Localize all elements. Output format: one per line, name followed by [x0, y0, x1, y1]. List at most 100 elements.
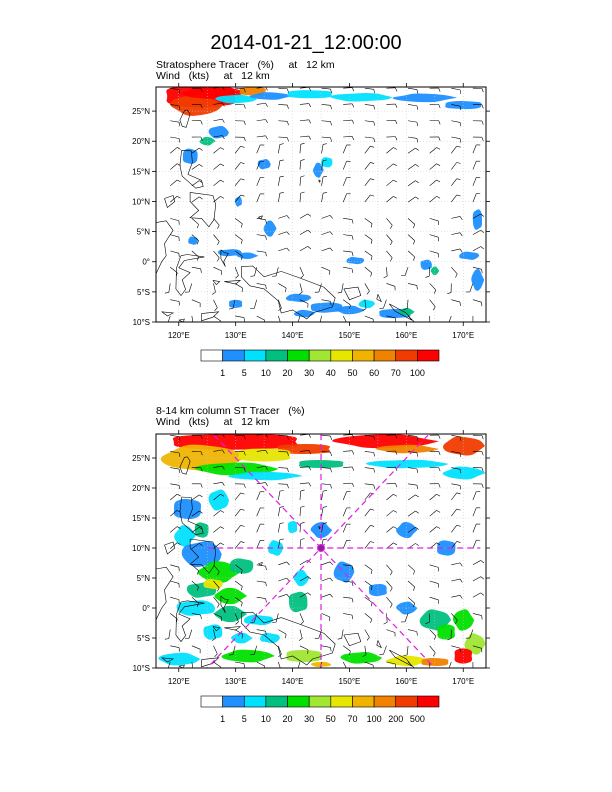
- wind-barb: [364, 194, 371, 203]
- wind-barb-feather: [459, 106, 462, 111]
- wind-barb-feather: [349, 304, 351, 309]
- wind-barb: [191, 543, 200, 549]
- wind-barb: [191, 494, 200, 501]
- wind-barb: [299, 450, 309, 452]
- wind-barb-feather: [480, 213, 485, 217]
- panel1-label-tracer: Stratosphere Tracer (%) at 12 km: [156, 59, 335, 71]
- colorbar-label: 50: [347, 368, 357, 378]
- wind-barb: [278, 539, 281, 549]
- wind-barb: [408, 104, 417, 107]
- colorbar-label: 20: [283, 714, 293, 724]
- tracer-contour: [312, 162, 324, 178]
- wind-barb: [343, 564, 353, 567]
- tracer-contour: [298, 459, 344, 469]
- wind-barb-feather: [300, 159, 305, 161]
- wind-barb-feather: [200, 435, 203, 440]
- tracer-contour: [310, 521, 333, 539]
- wind-barb: [299, 160, 302, 170]
- wind-barb-feather: [196, 256, 199, 261]
- colorbar-swatch: [308, 349, 332, 362]
- wind-barb-feather: [370, 194, 375, 197]
- wind-barb: [170, 613, 178, 620]
- wind-barb: [386, 661, 396, 665]
- wind-barb-feather: [436, 510, 441, 513]
- wind-barb: [278, 104, 288, 106]
- wind-barb: [469, 629, 474, 639]
- wind-barb: [342, 523, 347, 533]
- wind-barb-feather: [200, 467, 203, 472]
- wind-barb-feather: [481, 483, 484, 488]
- wind-barb: [343, 434, 353, 436]
- wind-barb-feather: [222, 465, 225, 470]
- colorbar-label: 200: [388, 714, 403, 724]
- wind-barb-feather: [415, 196, 419, 200]
- wind-barb: [342, 491, 347, 501]
- wind-barb-feather: [211, 638, 216, 641]
- wind-barb: [213, 147, 221, 154]
- wind-barb-feather: [200, 268, 202, 273]
- wind-barb: [342, 193, 347, 203]
- wind-barb: [213, 315, 222, 322]
- wind-barb: [321, 160, 324, 170]
- coastline: [212, 280, 221, 286]
- wind-barb: [321, 523, 324, 533]
- tracer-contour: [173, 498, 202, 520]
- tracer-contour: [452, 609, 475, 631]
- tracer-contour: [464, 633, 486, 655]
- wind-barb: [299, 193, 302, 203]
- wind-barb-feather: [403, 308, 408, 311]
- wind-barb: [408, 120, 417, 123]
- colorbar: 1 5 10 20 30 40 50 60 70 100: [200, 349, 440, 378]
- wind-barb-feather: [432, 306, 436, 311]
- wind-barb: [256, 482, 266, 485]
- coastline: [241, 265, 336, 320]
- wind-barb-feather: [373, 436, 376, 441]
- wind-barb-feather: [456, 508, 461, 511]
- tracer-contour: [330, 92, 393, 102]
- wind-barb-feather: [308, 135, 312, 140]
- wind-barb-feather: [351, 235, 354, 240]
- wind-barb: [451, 136, 461, 139]
- wind-barb-feather: [393, 179, 398, 183]
- wind-barb: [170, 87, 180, 90]
- wind-barb-feather: [222, 135, 225, 140]
- wind-barb: [318, 283, 322, 293]
- wind-barb-feather: [438, 451, 441, 456]
- wind-barb: [234, 541, 241, 549]
- wind-barb-feather: [308, 103, 312, 108]
- tracer-contour: [437, 624, 455, 640]
- wind-barb: [191, 218, 199, 225]
- wind-barb-feather: [438, 104, 441, 109]
- wind-barb: [191, 299, 201, 304]
- wind-barb-feather: [200, 615, 202, 620]
- wind-barb: [191, 580, 199, 588]
- wind-barb: [364, 145, 371, 154]
- wind-barb-feather: [279, 143, 284, 145]
- wind-barb: [191, 196, 200, 203]
- wind-barb-feather: [265, 598, 267, 603]
- wind-barb-feather: [243, 137, 246, 142]
- wind-barb: [429, 510, 437, 517]
- wind-barb-feather: [222, 482, 225, 486]
- lon-label: 130°E: [225, 331, 247, 340]
- coastline: [376, 294, 382, 303]
- wind-barb: [451, 492, 457, 501]
- wind-barb-feather: [199, 526, 203, 530]
- wind-barb: [191, 164, 200, 170]
- wind-barb: [167, 315, 171, 322]
- wind-barb-feather: [390, 603, 393, 608]
- wind-barb: [341, 283, 344, 293]
- coastline: [201, 657, 220, 668]
- wind-barb: [408, 87, 417, 90]
- wind-barb-feather: [300, 522, 305, 524]
- tracer-contour: [208, 125, 229, 139]
- wind-barb: [234, 492, 241, 501]
- wind-barb: [256, 466, 266, 468]
- wind-barb: [278, 215, 287, 219]
- wind-barb-feather: [329, 231, 333, 235]
- wind-barb-feather: [469, 671, 473, 672]
- wind-barb-feather: [176, 510, 181, 513]
- colorbar-label: 20: [283, 368, 293, 378]
- coastline: [178, 318, 185, 322]
- wind-barb-feather: [345, 670, 348, 673]
